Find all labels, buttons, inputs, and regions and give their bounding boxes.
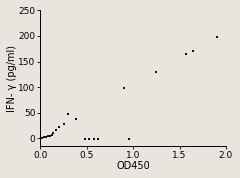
Point: [66, 112, 70, 115]
Point: [42, 136, 46, 138]
Point: [48, 134, 52, 137]
Point: [192, 50, 195, 53]
Point: [127, 138, 131, 141]
Point: [83, 138, 87, 141]
Point: [50, 133, 54, 136]
Point: [62, 122, 66, 125]
Point: [57, 125, 61, 128]
Point: [40, 136, 44, 139]
Point: [122, 87, 126, 90]
Y-axis label: IFN- γ (pg/ml): IFN- γ (pg/ml): [7, 45, 17, 112]
X-axis label: OD450: OD450: [116, 161, 150, 171]
Point: [52, 132, 55, 134]
Point: [46, 135, 50, 138]
Point: [74, 117, 78, 120]
Point: [92, 138, 96, 141]
Point: [184, 53, 188, 55]
Point: [44, 135, 48, 138]
Point: [87, 137, 90, 140]
Point: [54, 129, 58, 132]
Point: [96, 137, 100, 140]
Point: [215, 36, 219, 38]
Point: [155, 70, 158, 73]
